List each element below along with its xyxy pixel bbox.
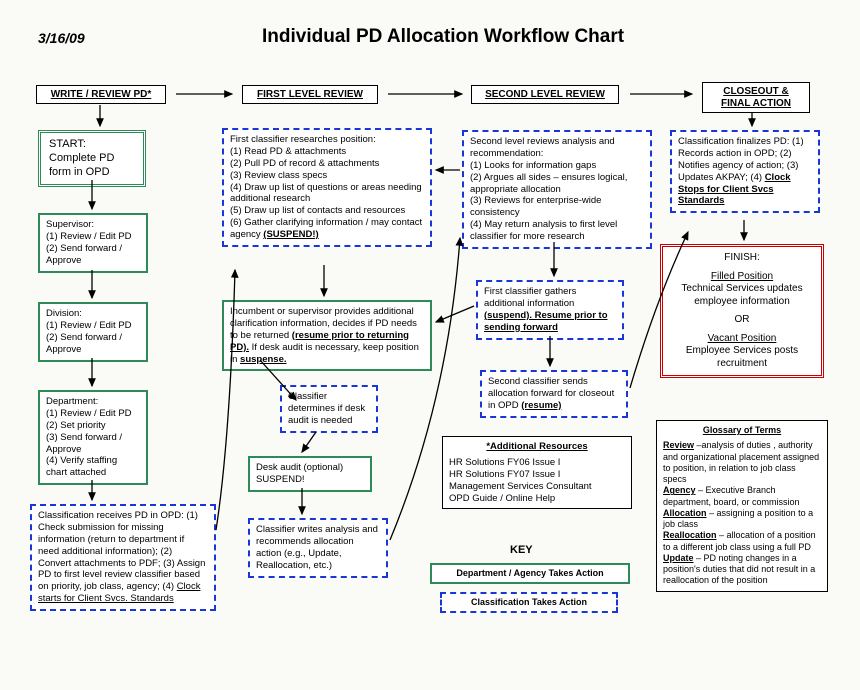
sl-l1: (1) Looks for information gaps bbox=[470, 160, 644, 172]
gl-re: Reallocation – allocation of a position … bbox=[663, 530, 821, 553]
col-header-4: CLOSEOUT & FINAL ACTION bbox=[702, 82, 810, 113]
fin-fb: Technical Services updates employee info… bbox=[671, 283, 813, 308]
page-title: Individual PD Allocation Workflow Chart bbox=[262, 26, 624, 48]
l: Review bbox=[663, 440, 694, 450]
ar-h: *Additional Resources bbox=[449, 441, 625, 453]
glossary-box: Glossary of Terms Review –analysis of du… bbox=[656, 420, 828, 592]
ar-1: HR Solutions FY06 Issue I bbox=[449, 457, 625, 469]
gl-al: Allocation – assigning a position to a j… bbox=[663, 508, 821, 531]
sl-l4: (4) May return analysis to first level c… bbox=[470, 219, 644, 243]
first-classifier-box: First classifier researches position: (1… bbox=[222, 128, 432, 247]
supervisor-box: Supervisor: (1) Review / Edit PD (2) Sen… bbox=[38, 213, 148, 273]
date-label: 3/16/09 bbox=[38, 30, 85, 46]
t: First classifier gathers additional info… bbox=[484, 286, 576, 309]
second-sends-box: Second classifier sends allocation forwa… bbox=[480, 370, 628, 418]
fin-or: OR bbox=[671, 314, 813, 327]
sl-l3: (3) Reviews for enterprise-wide consiste… bbox=[470, 195, 644, 219]
first-gather-box: First classifier gathers additional info… bbox=[476, 280, 624, 340]
l: Allocation bbox=[663, 508, 707, 518]
gl-ag: Agency – Executive Branch department, bo… bbox=[663, 485, 821, 508]
second-level-box: Second level reviews analysis and recomm… bbox=[462, 130, 652, 249]
col-header-3: SECOND LEVEL REVIEW bbox=[471, 85, 619, 104]
l: Update bbox=[663, 553, 694, 563]
ar-3: Management Services Consultant bbox=[449, 481, 625, 493]
tb: (suspend). Resume prior to sending forwa… bbox=[484, 310, 608, 333]
department-box: Department: (1) Review / Edit PD (2) Set… bbox=[38, 390, 148, 485]
l: Agency bbox=[663, 485, 696, 495]
sl-l2: (2) Argues all sides – ensures logical, … bbox=[470, 172, 644, 196]
start-box: START: Complete PD form in OPD bbox=[38, 130, 146, 187]
col-header-1: WRITE / REVIEW PD* bbox=[36, 85, 166, 104]
fin-vh: Vacant Position bbox=[671, 333, 813, 346]
fc-l4: (4) Draw up list of questions or areas n… bbox=[230, 182, 424, 206]
fin-vb: Employee Services posts recruitment bbox=[671, 345, 813, 370]
text: Classification receives PD in OPD: (1) C… bbox=[38, 510, 205, 592]
sl-intro: Second level reviews analysis and recomm… bbox=[470, 136, 644, 160]
col-header-2: FIRST LEVEL REVIEW bbox=[242, 85, 378, 104]
division-box: Division: (1) Review / Edit PD (2) Send … bbox=[38, 302, 148, 362]
gl-h: Glossary of Terms bbox=[663, 425, 821, 436]
fc-l2: (2) Pull PD of record & attachments bbox=[230, 158, 424, 170]
gl-rev: Review –analysis of duties , authority a… bbox=[663, 440, 821, 485]
incumbent-box: Incumbent or supervisor provides additio… bbox=[222, 300, 432, 371]
key-dept: Department / Agency Takes Action bbox=[430, 563, 630, 584]
desk-audit-box: Desk audit (optional) SUSPEND! bbox=[248, 456, 372, 492]
fc-l5: (5) Draw up list of contacts and resourc… bbox=[230, 205, 424, 217]
finish-box: FINISH: Filled Position Technical Servic… bbox=[660, 244, 824, 378]
ar-2: HR Solutions FY07 Issue I bbox=[449, 469, 625, 481]
classifier-determines-box: Classifier determines if desk audit is n… bbox=[280, 385, 378, 433]
t-b: (SUSPEND!) bbox=[263, 229, 318, 240]
ar-4: OPD Guide / Online Help bbox=[449, 493, 625, 505]
classifier-writes-box: Classifier writes analysis and recommend… bbox=[248, 518, 388, 578]
classification-receives-box: Classification receives PD in OPD: (1) C… bbox=[30, 504, 216, 611]
fc-l1: (1) Read PD & attachments bbox=[230, 146, 424, 158]
finalize-box: Classification finalizes PD: (1) Records… bbox=[670, 130, 820, 213]
l: Reallocation bbox=[663, 530, 717, 540]
t: (6) Gather clarifying information / may … bbox=[230, 217, 422, 240]
fin-fh: Filled Position bbox=[671, 271, 813, 284]
fc-l3: (3) Review class specs bbox=[230, 170, 424, 182]
fin-h: FINISH: bbox=[671, 252, 813, 265]
fc-l6: (6) Gather clarifying information / may … bbox=[230, 217, 424, 241]
key-cls: Classification Takes Action bbox=[440, 592, 618, 613]
key-heading: KEY bbox=[510, 544, 533, 556]
additional-resources-box: *Additional Resources HR Solutions FY06 … bbox=[442, 436, 632, 509]
gl-up: Update – PD noting changes in a position… bbox=[663, 553, 821, 587]
tb2: suspense. bbox=[240, 354, 286, 365]
tb: (resume) bbox=[521, 400, 561, 411]
fc-intro: First classifier researches position: bbox=[230, 134, 424, 146]
